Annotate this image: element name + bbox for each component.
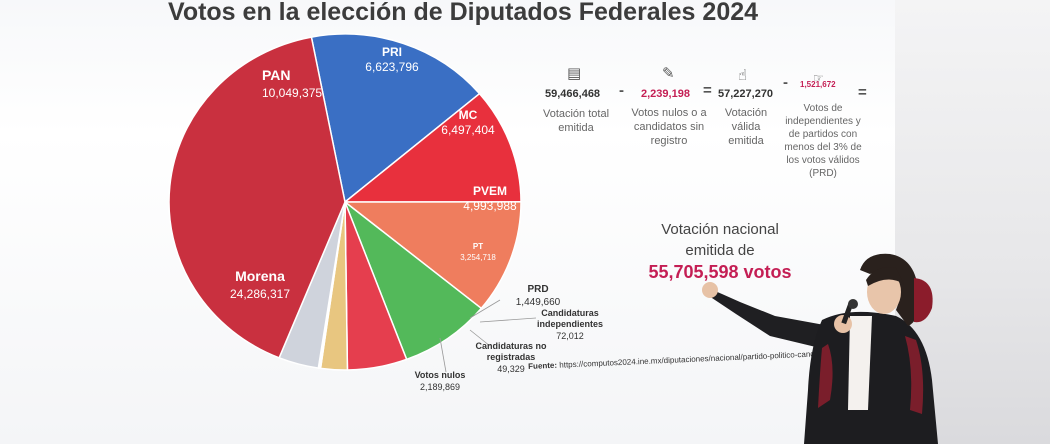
chart-title: Votos en la elección de Diputados Federa… [168,0,759,26]
slice-value-votos-nulos: 2,189,869 [420,382,460,392]
slice-value-prd: 1,449,660 [516,297,561,308]
slice-label-candidaturas-no-registradas: Candidaturas no [475,341,547,351]
national-votes-value: 55,705,598 votos [648,262,792,282]
slice-value-pan: 10,049,375 [262,86,322,100]
leader-line [439,337,447,373]
total-votes-label: Votación total emitida [542,108,610,134]
equals-operator-1: = [703,82,712,99]
slice-label-pvem: PVEM [473,184,507,198]
presenter-figure [702,253,938,444]
slice-label-pt: PT [473,242,483,251]
pie-slice-pvem [343,199,483,361]
slice-label-candidaturas-no-registradas: registradas [487,352,536,362]
valid-votes-value: 57,227,270 [718,88,774,100]
valid-votes-label: Votación válida emitida [724,107,768,147]
source-label: Fuente: [528,360,558,371]
pie-slice-pri [342,92,522,203]
minus-operator-1: - [619,82,624,99]
national-votes-label: Votación nacional emitida de [661,221,779,259]
slice-label-prd: PRD [527,284,548,295]
independent-votes-value: 1,521,672 [800,80,836,89]
slice-label-candidaturas-independientes: Candidaturas [541,308,599,318]
leader-line [469,299,501,319]
slice-label-pri: PRI [382,45,402,59]
slice-value-mc: 6,497,404 [441,123,495,137]
slice-value-pvem: 4,993,988 [463,199,517,213]
leader-line [469,329,491,347]
slice-value-morena: 24,286,317 [230,287,290,301]
pie-slice-morena [168,36,346,359]
thumbs-up-icon: ☝ [738,67,748,84]
hand-icon: ☞ [813,71,824,85]
clipboard-cancel-icon: ✎ [662,65,675,82]
independent-votes-label: Votos de independientes y de partidos co… [784,103,862,179]
null-votes-label: Votos nulos o a candidatos sin registro [631,107,707,147]
slice-label-votos-nulos: Votos nulos [415,370,466,380]
slice-value-pt: 3,254,718 [460,253,496,262]
presentation-screen: Votos en la elección de Diputados Federa… [0,0,895,444]
null-votes-value: 2,239,198 [641,88,690,100]
slice-label-morena: Morena [235,268,285,284]
total-votes-value: 59,466,468 [545,88,601,100]
slice-label-pan: PAN [262,67,291,83]
leader-line [479,317,537,323]
slice-label-mc: MC [459,108,478,122]
slice-label-candidaturas-independientes: independientes [537,319,603,329]
slice-value-candidaturas-no-registradas: 49,329 [497,364,525,374]
ballot-box-icon: ▤ [567,65,582,82]
pie-slice-pan [310,33,481,204]
minus-operator-2: - [783,74,788,91]
pie-slice-mc [342,201,522,310]
slice-value-candidaturas-independientes: 72,012 [556,331,584,341]
equals-operator-2: = [858,84,867,101]
slice-value-pri: 6,623,796 [365,60,419,74]
